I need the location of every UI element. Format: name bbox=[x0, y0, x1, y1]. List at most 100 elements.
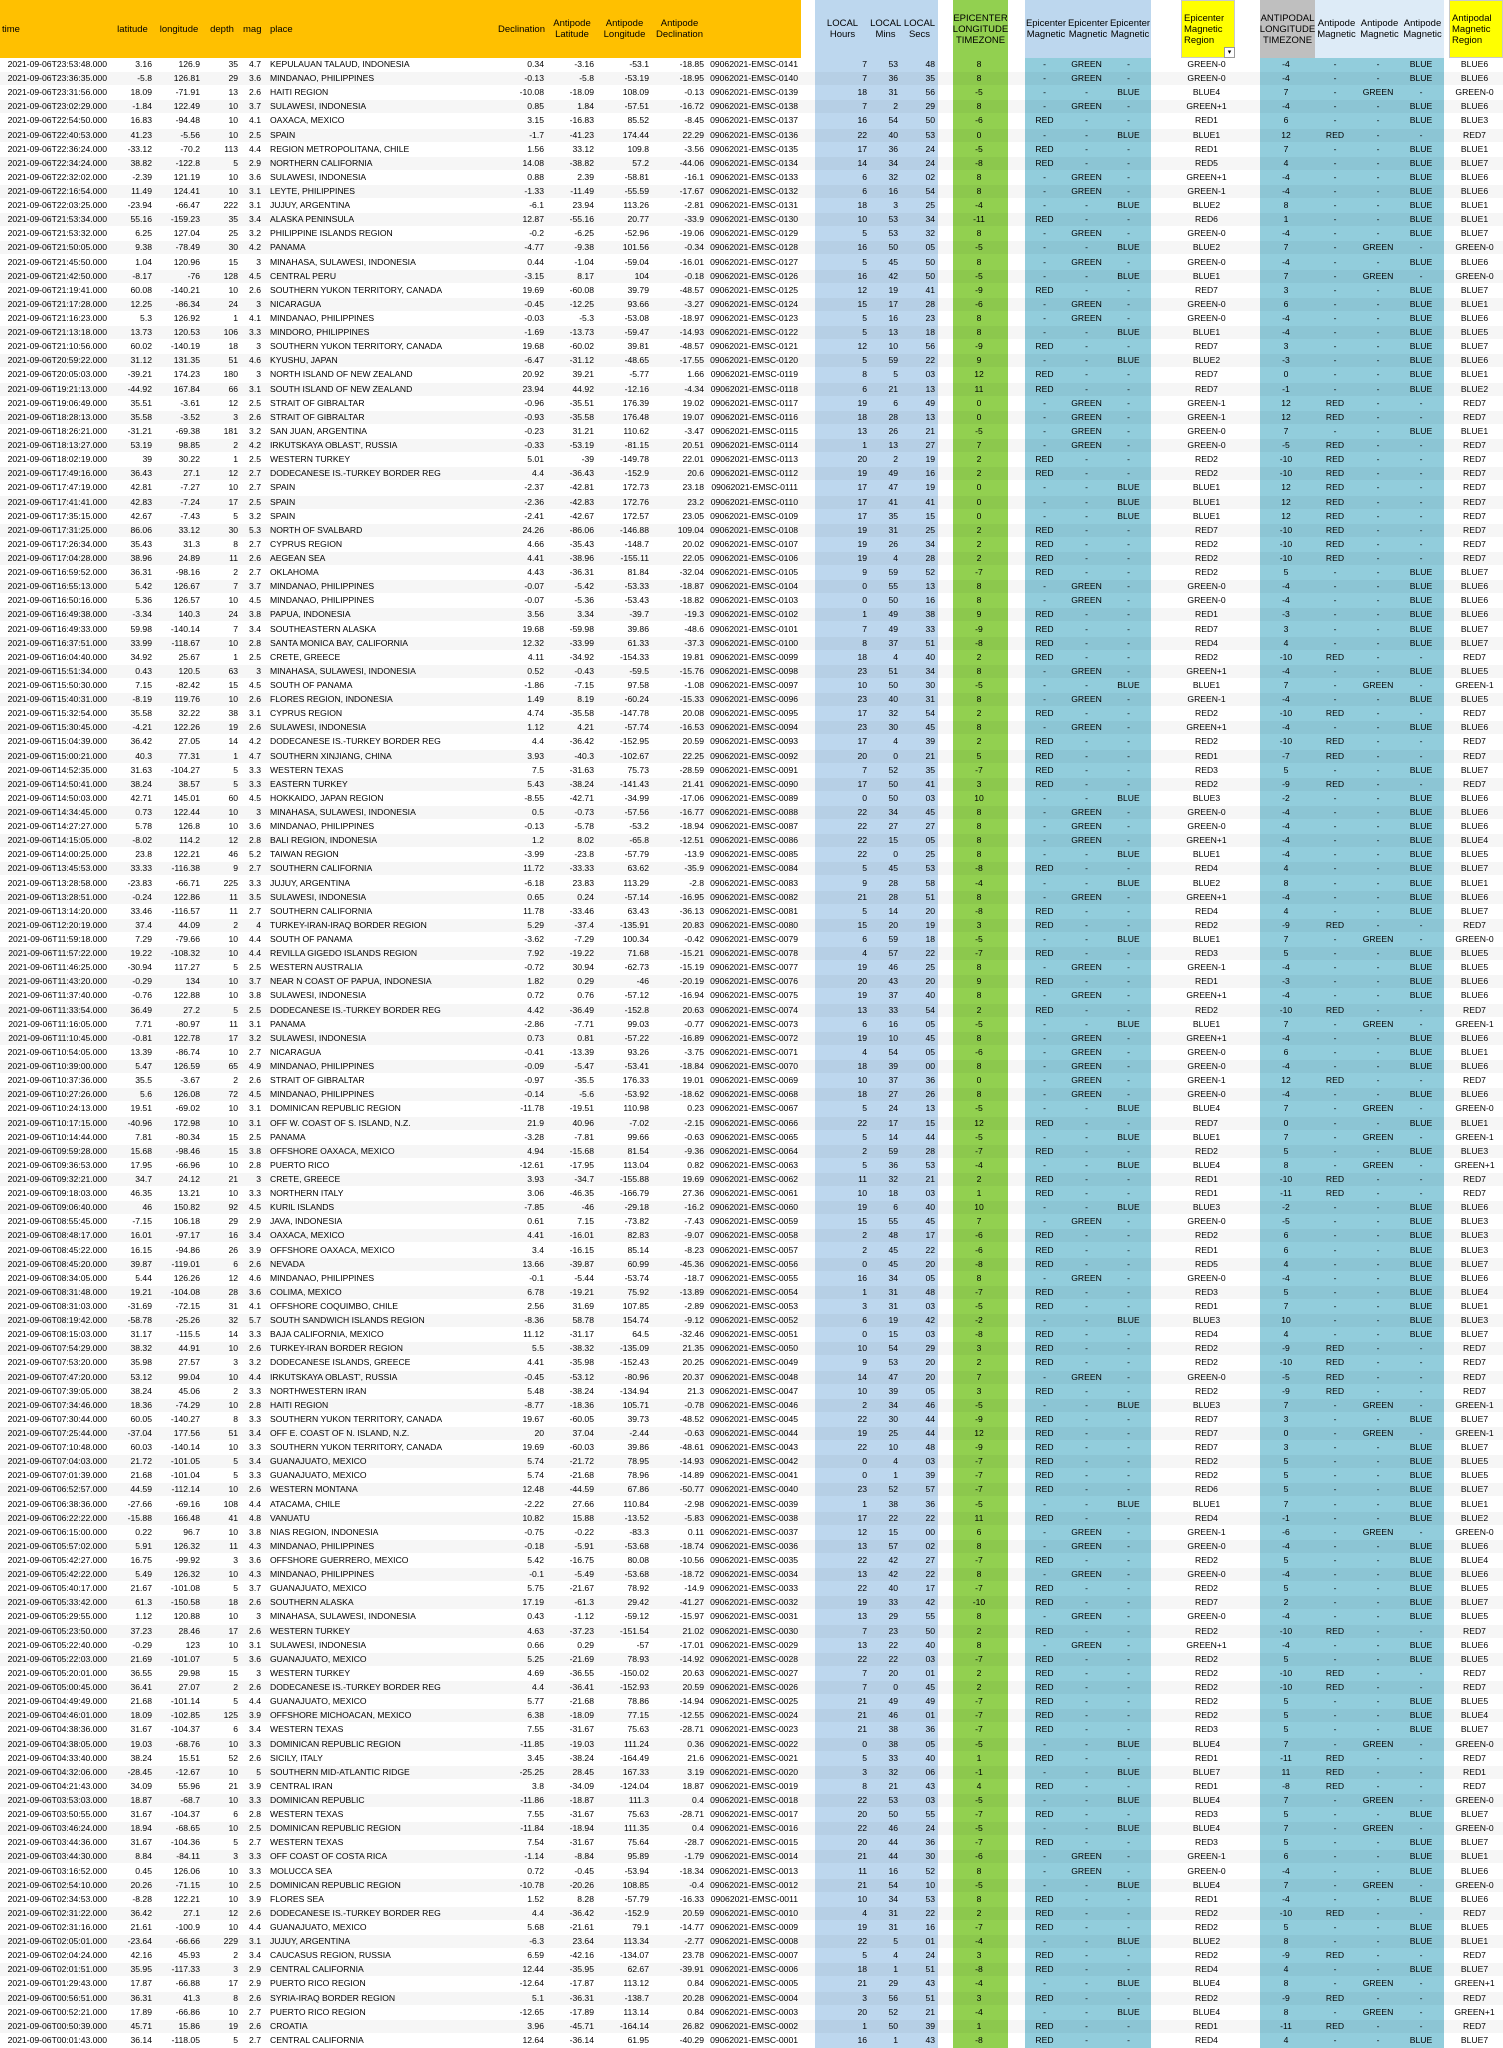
cell-em3[interactable]: BLUE bbox=[1117, 510, 1140, 521]
cell-mag[interactable]: 2.6 bbox=[249, 1597, 261, 1608]
cell-adecl[interactable]: -14.93 bbox=[679, 1456, 704, 1467]
cell-place[interactable]: HOKKAIDO, JAPAN REGION bbox=[270, 792, 384, 803]
table-row[interactable]: 2021-09-06T21:17:28.000 12.25 -86.34 24 3 NIC… bbox=[0, 298, 1503, 311]
cell-am3[interactable]: BLUE bbox=[1409, 1639, 1433, 1650]
cell-lat[interactable]: -0.76 bbox=[132, 990, 152, 1001]
cell-em2[interactable]: - bbox=[1085, 1145, 1088, 1156]
cell-atz[interactable]: -4 bbox=[1282, 1569, 1290, 1580]
cell-place[interactable]: WESTERN TEXAS bbox=[270, 1809, 344, 1820]
cell-mag[interactable]: 4.4 bbox=[249, 934, 261, 945]
cell-am3[interactable]: - bbox=[1419, 1385, 1423, 1396]
cell-atz[interactable]: -4 bbox=[1282, 256, 1290, 267]
cell-alat[interactable]: -35.43 bbox=[569, 538, 594, 549]
table-row[interactable]: 2021-09-06T18:28:13.000 35.58 -3.52 3 2.6 STR… bbox=[0, 411, 1503, 424]
cell-lat[interactable]: -0.29 bbox=[132, 976, 152, 987]
cell-lh[interactable]: 6 bbox=[862, 171, 867, 182]
cell-atz[interactable]: -11 bbox=[1280, 2020, 1292, 2031]
cell-time[interactable]: 2021-09-06T21:16:23.000 bbox=[7, 313, 107, 324]
cell-time[interactable]: 2021-09-06T22:34:24.000 bbox=[7, 157, 107, 168]
cell-tz[interactable]: 8 bbox=[976, 990, 982, 1001]
cell-lm[interactable]: 36 bbox=[888, 73, 898, 84]
cell-depth[interactable]: 32 bbox=[228, 1315, 238, 1326]
cell-id[interactable]: 09062021-EMSC-0036 bbox=[710, 1540, 798, 1551]
cell-em2[interactable]: - bbox=[1085, 1484, 1088, 1495]
cell-lm[interactable]: 21 bbox=[888, 383, 898, 394]
cell-em1[interactable]: - bbox=[1043, 186, 1046, 197]
cell-amr[interactable]: BLUE6 bbox=[1460, 1272, 1489, 1283]
cell-lon[interactable]: 174.23 bbox=[173, 369, 200, 380]
cell-adecl[interactable]: 21.41 bbox=[682, 778, 704, 789]
cell-lat[interactable]: 39 bbox=[142, 454, 152, 465]
cell-lon[interactable]: -78.49 bbox=[175, 242, 200, 253]
cell-mag[interactable]: 4.1 bbox=[249, 313, 261, 324]
cell-am3[interactable]: - bbox=[1419, 1738, 1423, 1749]
cell-depth[interactable]: 1 bbox=[233, 750, 238, 761]
cell-place[interactable]: SPAIN bbox=[270, 496, 296, 507]
cell-lon[interactable]: -115.5 bbox=[176, 1329, 200, 1340]
cell-mag[interactable]: 2.6 bbox=[249, 2020, 261, 2031]
cell-time[interactable]: 2021-09-06T13:28:58.000 bbox=[7, 877, 107, 888]
cell-ls[interactable]: 56 bbox=[925, 341, 935, 352]
cell-lh[interactable]: 20 bbox=[857, 454, 867, 465]
cell-alon[interactable]: 110.98 bbox=[623, 1103, 649, 1114]
cell-mag[interactable]: 2.7 bbox=[249, 567, 261, 578]
cell-place[interactable]: DODECANESE IS.-TURKEY BORDER REG bbox=[270, 1907, 441, 1918]
cell-em3[interactable]: - bbox=[1127, 581, 1130, 592]
cell-depth[interactable]: 18 bbox=[228, 1597, 238, 1608]
cell-atz[interactable]: 7 bbox=[1283, 1879, 1289, 1890]
cell-depth[interactable]: 10 bbox=[228, 284, 238, 295]
cell-em1[interactable]: - bbox=[1043, 835, 1046, 846]
cell-id[interactable]: 09062021-EMSC-0077 bbox=[710, 962, 798, 973]
cell-lh[interactable]: 18 bbox=[857, 1089, 867, 1100]
cell-mag[interactable]: 4.7 bbox=[249, 59, 261, 69]
cell-lat[interactable]: -40.96 bbox=[127, 1117, 152, 1128]
cell-adecl[interactable]: -3.47 bbox=[684, 425, 704, 436]
cell-alon[interactable]: 113.14 bbox=[623, 2006, 649, 2017]
cell-em1[interactable]: RED bbox=[1035, 736, 1054, 747]
table-row[interactable]: 2021-09-06T22:32:02.000 -2.39 121.19 10 3.6 S… bbox=[0, 171, 1503, 184]
cell-atz[interactable]: -10 bbox=[1279, 651, 1293, 662]
table-row[interactable]: 2021-09-06T09:36:53.000 17.95 -66.96 10 2.8 P… bbox=[0, 1159, 1503, 1172]
cell-am1[interactable]: - bbox=[1333, 1061, 1337, 1072]
cell-ls[interactable]: 20 bbox=[925, 1258, 935, 1269]
cell-place[interactable]: MINDANAO, PHILIPPINES bbox=[270, 595, 375, 606]
cell-emr[interactable]: GREEN-0 bbox=[1187, 1061, 1226, 1072]
cell-lat[interactable]: 18.36 bbox=[130, 1399, 152, 1410]
cell-em2[interactable]: GREEN bbox=[1071, 1061, 1102, 1072]
cell-am1[interactable]: - bbox=[1333, 383, 1337, 394]
cell-time[interactable]: 2021-09-06T21:19:41.000 bbox=[7, 284, 107, 295]
cell-lh[interactable]: 21 bbox=[857, 1879, 867, 1890]
cell-time[interactable]: 2021-09-06T15:50:30.000 bbox=[7, 679, 107, 690]
cell-alon[interactable]: 57.2 bbox=[632, 157, 649, 168]
cell-alat[interactable]: -5.91 bbox=[574, 1540, 594, 1551]
cell-lm[interactable]: 15 bbox=[888, 1329, 898, 1340]
cell-lh[interactable]: 22 bbox=[857, 129, 867, 140]
cell-lon[interactable]: 127.04 bbox=[173, 228, 200, 239]
cell-time[interactable]: 2021-09-06T07:04:03.000 bbox=[7, 1456, 107, 1467]
cell-alat[interactable]: -11.49 bbox=[570, 186, 594, 197]
cell-mag[interactable]: 2.7 bbox=[249, 1837, 261, 1848]
cell-tz[interactable]: 8 bbox=[976, 1893, 982, 1904]
cell-ls[interactable]: 49 bbox=[925, 397, 935, 408]
cell-depth[interactable]: 31 bbox=[228, 1300, 238, 1311]
cell-atz[interactable]: 7 bbox=[1283, 270, 1289, 281]
cell-depth[interactable]: 128 bbox=[223, 270, 238, 281]
cell-ls[interactable]: 48 bbox=[925, 59, 935, 69]
cell-depth[interactable]: 1 bbox=[233, 651, 238, 662]
cell-lm[interactable]: 50 bbox=[888, 1809, 898, 1820]
cell-ls[interactable]: 36 bbox=[925, 1498, 935, 1509]
cell-tz[interactable]: 12 bbox=[974, 1428, 984, 1438]
cell-lm[interactable]: 15 bbox=[888, 835, 898, 846]
cell-depth[interactable]: 3 bbox=[233, 1964, 238, 1975]
cell-tz[interactable]: -7 bbox=[975, 948, 983, 959]
cell-lm[interactable]: 51 bbox=[888, 665, 898, 676]
cell-id[interactable]: 09062021-EMSC-0125 bbox=[710, 284, 798, 295]
cell-amr[interactable]: BLUE7 bbox=[1460, 764, 1489, 775]
cell-tz[interactable]: 8 bbox=[976, 1032, 982, 1043]
cell-alat[interactable]: -37.23 bbox=[569, 1625, 594, 1636]
cell-adecl[interactable]: -1.08 bbox=[684, 679, 704, 690]
cell-lon[interactable]: 120.88 bbox=[173, 1611, 200, 1622]
cell-decl[interactable]: 5.5 bbox=[532, 1343, 544, 1354]
cell-em1[interactable]: RED bbox=[1035, 1173, 1054, 1184]
cell-lm[interactable]: 32 bbox=[888, 1766, 898, 1777]
